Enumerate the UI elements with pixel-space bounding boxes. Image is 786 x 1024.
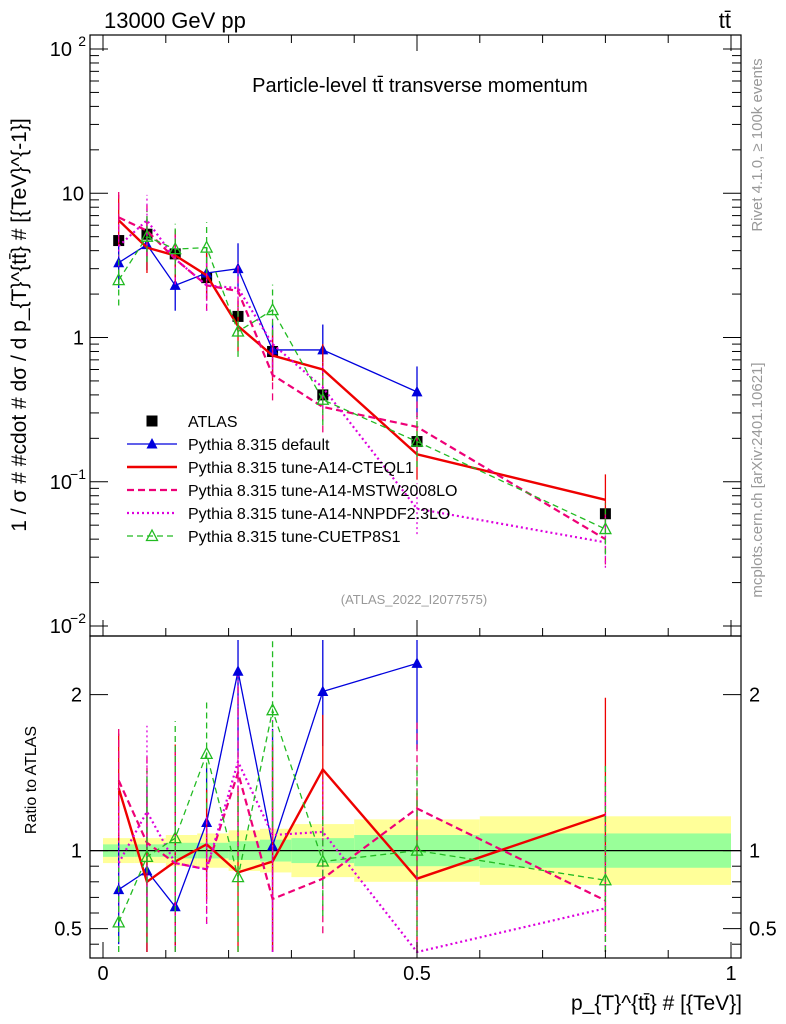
ratio-line [118,707,606,923]
legend-label: Pythia 8.315 tune-A14-MSTW2008LO [188,483,457,500]
data-point [169,279,181,290]
y-axis-title: 1 / σ # #cdot # dσ / d p_{T}^{tt̄} # [{T… [8,118,31,531]
ratio-y-tick-label-right: 1 [749,841,760,863]
legend-entry-data: ATLAS [146,414,238,431]
ratio-frame: 0.5 0.5 1 1 2 2 0 0.5 1 [54,635,777,985]
ratio-y-tick-label: 1 [71,841,82,863]
y-tick-label: 10 [50,472,72,494]
ratio-point [411,657,423,668]
ratio-point [140,849,154,862]
data-point [140,229,154,242]
ratio-point [316,854,330,867]
series-line [118,243,418,393]
data-point [231,324,245,337]
data-point [200,240,214,253]
header-left: 13000 GeV pp [104,8,246,33]
data-point [598,521,612,535]
data-point [411,385,423,397]
series-default [113,219,423,418]
ratio-point [232,665,244,676]
legend-label: Pythia 8.315 default [188,437,330,454]
ratio-axes-box [89,635,742,959]
data-point [265,302,280,316]
data-point [410,434,424,447]
ratio-y-tick-label-right: 2 [749,685,760,707]
rivet-label: Rivet 4.1.0, ≥ 100k events [749,58,766,231]
ratio-point [200,746,214,760]
legend-entry-mstw: Pythia 8.315 tune-A14-MSTW2008LO [127,483,457,500]
legend-label: Pythia 8.315 tune-CUETP8S1 [188,529,401,546]
legend-label: Pythia 8.315 tune-A14-NNPDF2.3LO [188,506,450,523]
mcplots-label: mcplots.cern.ch [arXiv:2401.10621] [749,362,766,597]
legend-label: Pythia 8.315 tune-A14-CTEQL1 [188,460,414,477]
y-tick-label: 10 [50,39,72,61]
analysis-watermark: (ATLAS_2022_I2077575) [341,592,487,607]
ratio-y-tick-label-right: 0.5 [749,919,777,941]
data-point [168,241,182,255]
data-point [316,392,330,405]
legend-marker [145,528,159,542]
ratio-point [317,685,329,696]
ratio-panel: 0.5 0.5 1 1 2 2 0 0.5 1 [54,635,777,985]
legend: ATLAS Pythia 8.315 default Pythia 8.315 tu… [127,414,457,546]
data-point [112,272,126,286]
x-tick-label: 0.5 [403,963,431,985]
main-curves [112,192,612,568]
plot-title: Particle-level tt̄ transverse momentum [252,75,588,97]
ratio-point [265,702,280,716]
ratio-axis-title: Ratio to ATLAS [23,726,40,834]
y-tick-label-exp: −2 [70,610,86,626]
ratio-point [112,914,126,928]
x-tick-label: 1 [725,963,736,985]
legend-marker [146,415,158,427]
y-tick-label: 10 [50,616,72,638]
header-right: tt̄ [719,8,731,33]
x-tick-label: 0 [97,963,108,985]
ratio-point [410,843,424,856]
legend-label: ATLAS [188,414,238,431]
ratio-point [598,872,612,886]
ratio-curves [112,640,612,954]
legend-entry-cuetp8s1: Pythia 8.315 tune-CUETP8S1 [127,528,401,546]
y-tick-label-exp: 2 [78,33,86,49]
y-tick-label: 10 [62,183,84,205]
series-cuetp8s1 [112,211,612,555]
ratio-line [117,758,606,954]
series-line [117,219,606,501]
ratio-point [231,869,245,883]
ratio-y-tick-label: 2 [71,685,82,707]
ratio-point [168,830,182,844]
ratio-line [117,768,606,902]
ratio-series-default [113,640,423,952]
ratio-line [118,662,418,909]
legend-entry-cteql1: Pythia 8.315 tune-A14-CTEQL1 [127,460,414,477]
legend-marker [146,438,158,449]
ratio-y-tick-label: 0.5 [54,919,82,941]
legend-entry-default: Pythia 8.315 default [127,437,330,454]
legend-entry-nnpdf: Pythia 8.315 tune-A14-NNPDF2.3LO [127,506,450,523]
series-line [118,235,606,530]
y-tick-label-exp: −1 [70,466,86,482]
x-axis-title: p_{T}^{tt̄} # [{TeV}] [571,992,742,1015]
ratio-series-cuetp8s1 [112,640,612,952]
y-tick-label: 1 [73,328,84,350]
